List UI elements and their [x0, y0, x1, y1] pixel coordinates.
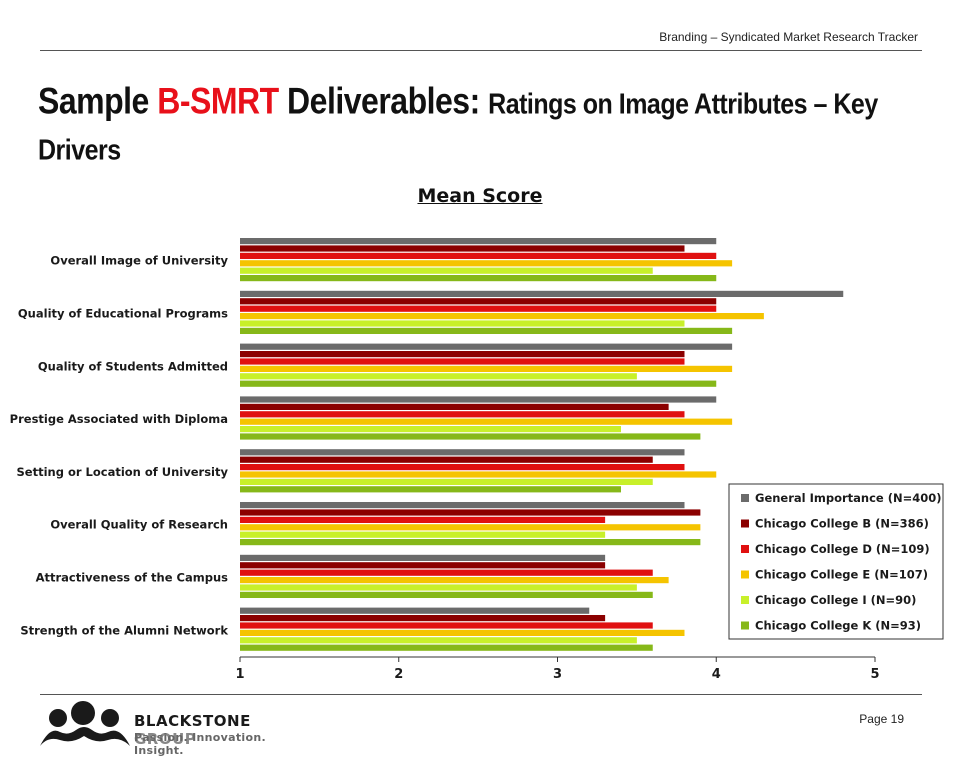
bar: [240, 396, 717, 403]
bar: [240, 569, 653, 576]
legend-label: Chicago College E (N=107): [755, 568, 928, 582]
bar: [240, 403, 669, 410]
category-label: Attractiveness of the Campus: [36, 571, 229, 585]
bar: [240, 577, 669, 584]
category-label: Strength of the Alumni Network: [20, 623, 228, 637]
bar: [240, 562, 606, 569]
bar: [240, 531, 606, 538]
legend-swatch: [741, 596, 749, 604]
x-tick-label: 4: [712, 667, 721, 682]
bar: [240, 509, 701, 516]
bar: [240, 644, 653, 651]
x-tick-label: 5: [870, 667, 879, 682]
logo-figures-icon: [40, 701, 130, 746]
bar: [240, 426, 621, 433]
category-label: Quality of Educational Programs: [18, 307, 228, 321]
bar: [240, 486, 621, 493]
company-logo: BLACKSTONE GROUP Passion. Innovation. In…: [38, 700, 318, 757]
bar: [240, 591, 653, 598]
bar: [240, 524, 701, 531]
tracker-label: Branding – Syndicated Market Research Tr…: [659, 30, 918, 44]
bar: [240, 275, 717, 282]
bar: [240, 478, 653, 485]
category-label: Prestige Associated with Diploma: [10, 412, 228, 426]
bar: [240, 629, 685, 636]
bar: [240, 373, 637, 380]
logo-name-primary: BLACKSTONE: [134, 712, 251, 730]
bar: [240, 380, 717, 387]
title-part1: Sample: [38, 80, 158, 122]
bar: [240, 351, 685, 358]
bar-chart: Overall Image of University Quality of Ed…: [10, 238, 944, 682]
category-label: Quality of Students Admitted: [38, 359, 228, 373]
chart-title: Mean Score: [417, 185, 543, 207]
bar: [240, 252, 717, 259]
bar: [240, 411, 685, 418]
legend-box: [728, 483, 944, 640]
bar: [240, 320, 685, 327]
footer-divider: [40, 694, 922, 695]
legend-label: Chicago College D (N=109): [755, 542, 930, 556]
bar: [240, 516, 606, 523]
bar: [240, 260, 733, 267]
bar: [240, 607, 590, 614]
bar: [240, 456, 653, 463]
logo-tagline: Passion. Innovation. Insight.: [134, 731, 266, 757]
bar: [240, 622, 653, 629]
header-divider: [40, 50, 922, 51]
bar: [240, 305, 717, 312]
legend-swatch: [741, 621, 749, 630]
bar: [240, 554, 606, 561]
bar: [240, 365, 733, 372]
page-title: Sample B-SMRT Deliverables: Ratings on I…: [38, 80, 918, 175]
legend-swatch: [741, 494, 749, 502]
legend-label: Chicago College I (N=90): [755, 593, 916, 607]
bar: [240, 358, 685, 365]
bar: [240, 502, 685, 509]
bar: [240, 471, 717, 478]
bar: [240, 245, 685, 252]
category-label: Overall Image of University: [50, 254, 228, 268]
title-part2: Deliverables:: [278, 80, 489, 122]
bar: [240, 298, 717, 305]
title-subtitle: Ratings on Image Attributes – Key Driver…: [38, 88, 878, 167]
x-tick-label: 1: [235, 667, 244, 682]
bar: [240, 238, 717, 245]
bar: [240, 464, 685, 471]
legend-label: Chicago College B (N=386): [755, 517, 929, 531]
page-number: Page 19: [859, 712, 904, 726]
bar: [240, 539, 701, 546]
bar: [240, 313, 764, 320]
bar: [240, 584, 637, 591]
logo-name: BLACKSTONE GROUP: [134, 712, 318, 748]
x-tick-label: 2: [394, 667, 403, 682]
category-label: Overall Quality of Research: [50, 518, 228, 532]
legend-swatch: [741, 570, 749, 579]
bar: [240, 290, 844, 297]
x-tick-label: 3: [553, 667, 562, 682]
bar: [240, 327, 733, 334]
legend-label: General Importance (N=400): [755, 491, 942, 505]
bar: [240, 449, 685, 456]
legend-swatch: [741, 545, 749, 553]
legend-swatch: [741, 519, 749, 528]
bar: [240, 615, 606, 622]
bar: [240, 267, 653, 274]
legend-label: Chicago College K (N=93): [755, 619, 921, 633]
bar: [240, 343, 733, 350]
logo-name-secondary: GROUP: [134, 730, 197, 748]
category-label: Setting or Location of University: [17, 465, 229, 479]
bar: [240, 637, 637, 644]
bar: [240, 433, 701, 440]
title-highlight: B-SMRT: [157, 80, 279, 122]
bar: [240, 418, 733, 425]
